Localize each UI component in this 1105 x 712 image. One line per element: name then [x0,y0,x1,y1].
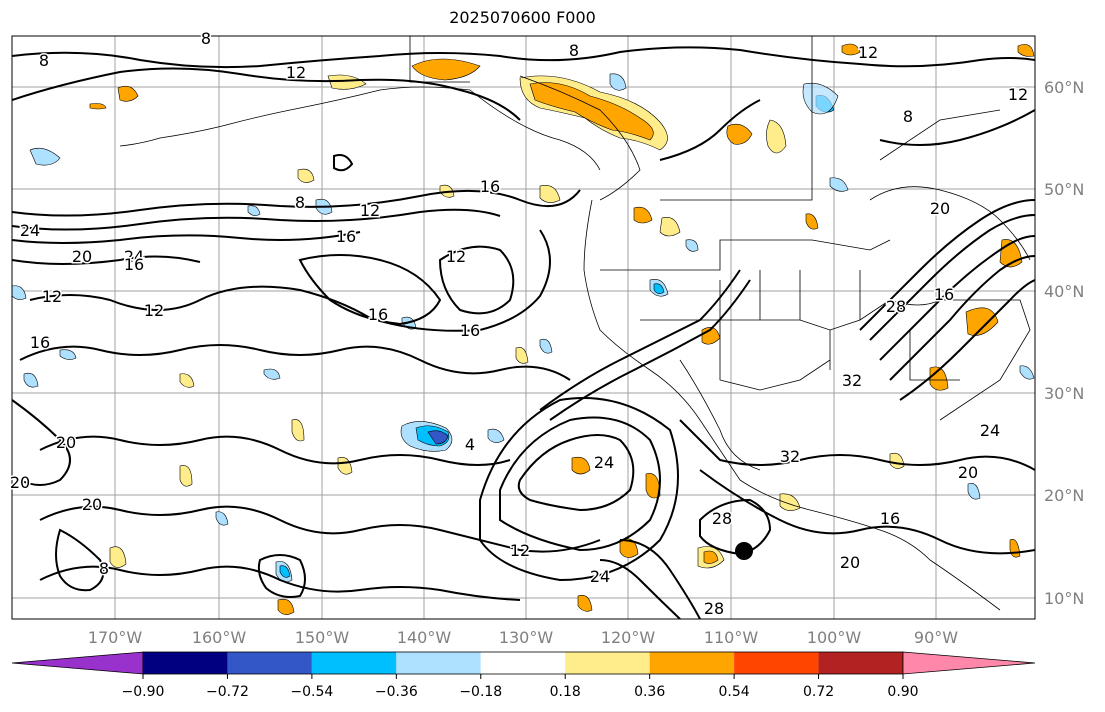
map-area [12,36,1035,619]
contour-label: 28 [704,599,724,618]
contour-label: 28 [712,509,732,528]
contour-label: 8 [201,29,211,48]
colorbar-segment [649,652,735,674]
contour-label: 12 [858,43,878,62]
contour-lines [12,46,1035,619]
colorbar-extension-left [11,651,144,675]
contour-label: 4 [465,435,475,454]
lat-label: 30°N [1044,384,1084,403]
lon-label: 100°W [807,628,862,647]
lon-label: 160°W [192,628,247,647]
colorbar-segment [565,652,650,674]
contour-label: 12 [510,541,530,560]
contour-label: 20 [840,553,860,572]
colorbar-tick-label: 0.18 [550,684,581,700]
colorbar-tick-label: 0.36 [634,684,665,700]
lon-label: 110°W [704,628,759,647]
contour-label: 20 [10,473,30,492]
colorbar-tick-label: −0.54 [290,684,333,700]
contour-label: 16 [480,177,500,196]
longitude-labels: 170°W 160°W 150°W 140°W 130°W 120°W 110°W 100°W… [88,628,958,647]
contour-label: 16 [336,227,356,246]
map-frame [11,35,1036,620]
colorbar-tick-label: 0.54 [719,684,750,700]
colorbar-tick-label: 0.72 [803,684,834,700]
lon-label: 130°W [499,628,554,647]
contour-label: 16 [30,333,50,352]
contour-label: 32 [842,371,862,390]
colorbar-segment [396,652,481,674]
colorbar-segment [818,652,903,674]
contour-label: 16 [460,321,480,340]
colorbar-segment [227,652,312,674]
contour-label: 20 [82,495,102,514]
colorbar-tick-label: −0.36 [375,684,418,700]
lat-label: 10°N [1044,589,1084,608]
contour-label: 24 [20,221,40,240]
contour-label: 24 [980,421,1000,440]
contour-label: 20 [930,199,950,218]
colorbar-tick-label: 0.90 [887,684,918,700]
lat-label: 40°N [1044,282,1084,301]
black-dot-marker [735,542,753,560]
colorbar-segment [734,652,819,674]
contour-label: 8 [569,41,579,60]
colorbar-tick-label: −0.90 [122,684,165,700]
lat-label: 20°N [1044,486,1084,505]
lon-label: 90°W [914,628,958,647]
contour-label: 24 [124,247,144,266]
contour-label: 24 [590,567,610,586]
colorbar-segment [311,652,397,674]
contour-label: 12 [360,201,380,220]
lon-label: 120°W [601,628,656,647]
contour-label: 8 [39,51,49,70]
contour-label: 16 [880,509,900,528]
contour-label: 20 [958,463,978,482]
contour-label: 8 [295,193,305,212]
colorbar: −0.90 −0.72 −0.54 −0.36 −0.18 0.18 0.36 0.54 0.7… [11,651,1036,700]
contour-label: 12 [144,301,164,320]
contour-label: 8 [903,107,913,126]
colorbar-extension-right [902,651,1036,675]
lon-label: 140°W [397,628,452,647]
lat-label: 60°N [1044,78,1084,97]
colorbar-segment [143,652,228,674]
contour-label: 20 [56,433,76,452]
contour-label: 16 [934,285,954,304]
contour-label: 20 [72,247,92,266]
contour-label: 12 [42,287,62,306]
shaded-fields [12,43,1035,615]
contour-label: 12 [286,63,306,82]
contour-label: 16 [124,255,144,274]
contour-label: 12 [446,247,466,266]
colorbar-tick-label: −0.72 [206,684,249,700]
contour-label: 32 [780,447,800,466]
contour-label: 16 [368,305,388,324]
lon-label: 150°W [295,628,350,647]
geographic-borders [119,36,1031,611]
map-title: 2025070600 F000 [449,8,596,27]
latitude-labels: 60°N 50°N 40°N 30°N 20°N 10°N [1044,78,1084,608]
contour-label: 8 [99,559,109,578]
lon-label: 170°W [88,628,143,647]
contour-label: 12 [1008,85,1028,104]
colorbar-tick-label: −0.18 [459,684,502,700]
lat-label: 50°N [1044,180,1084,199]
colorbar-segment [480,652,566,674]
contour-label: 24 [594,453,614,472]
contour-label: 28 [886,297,906,316]
